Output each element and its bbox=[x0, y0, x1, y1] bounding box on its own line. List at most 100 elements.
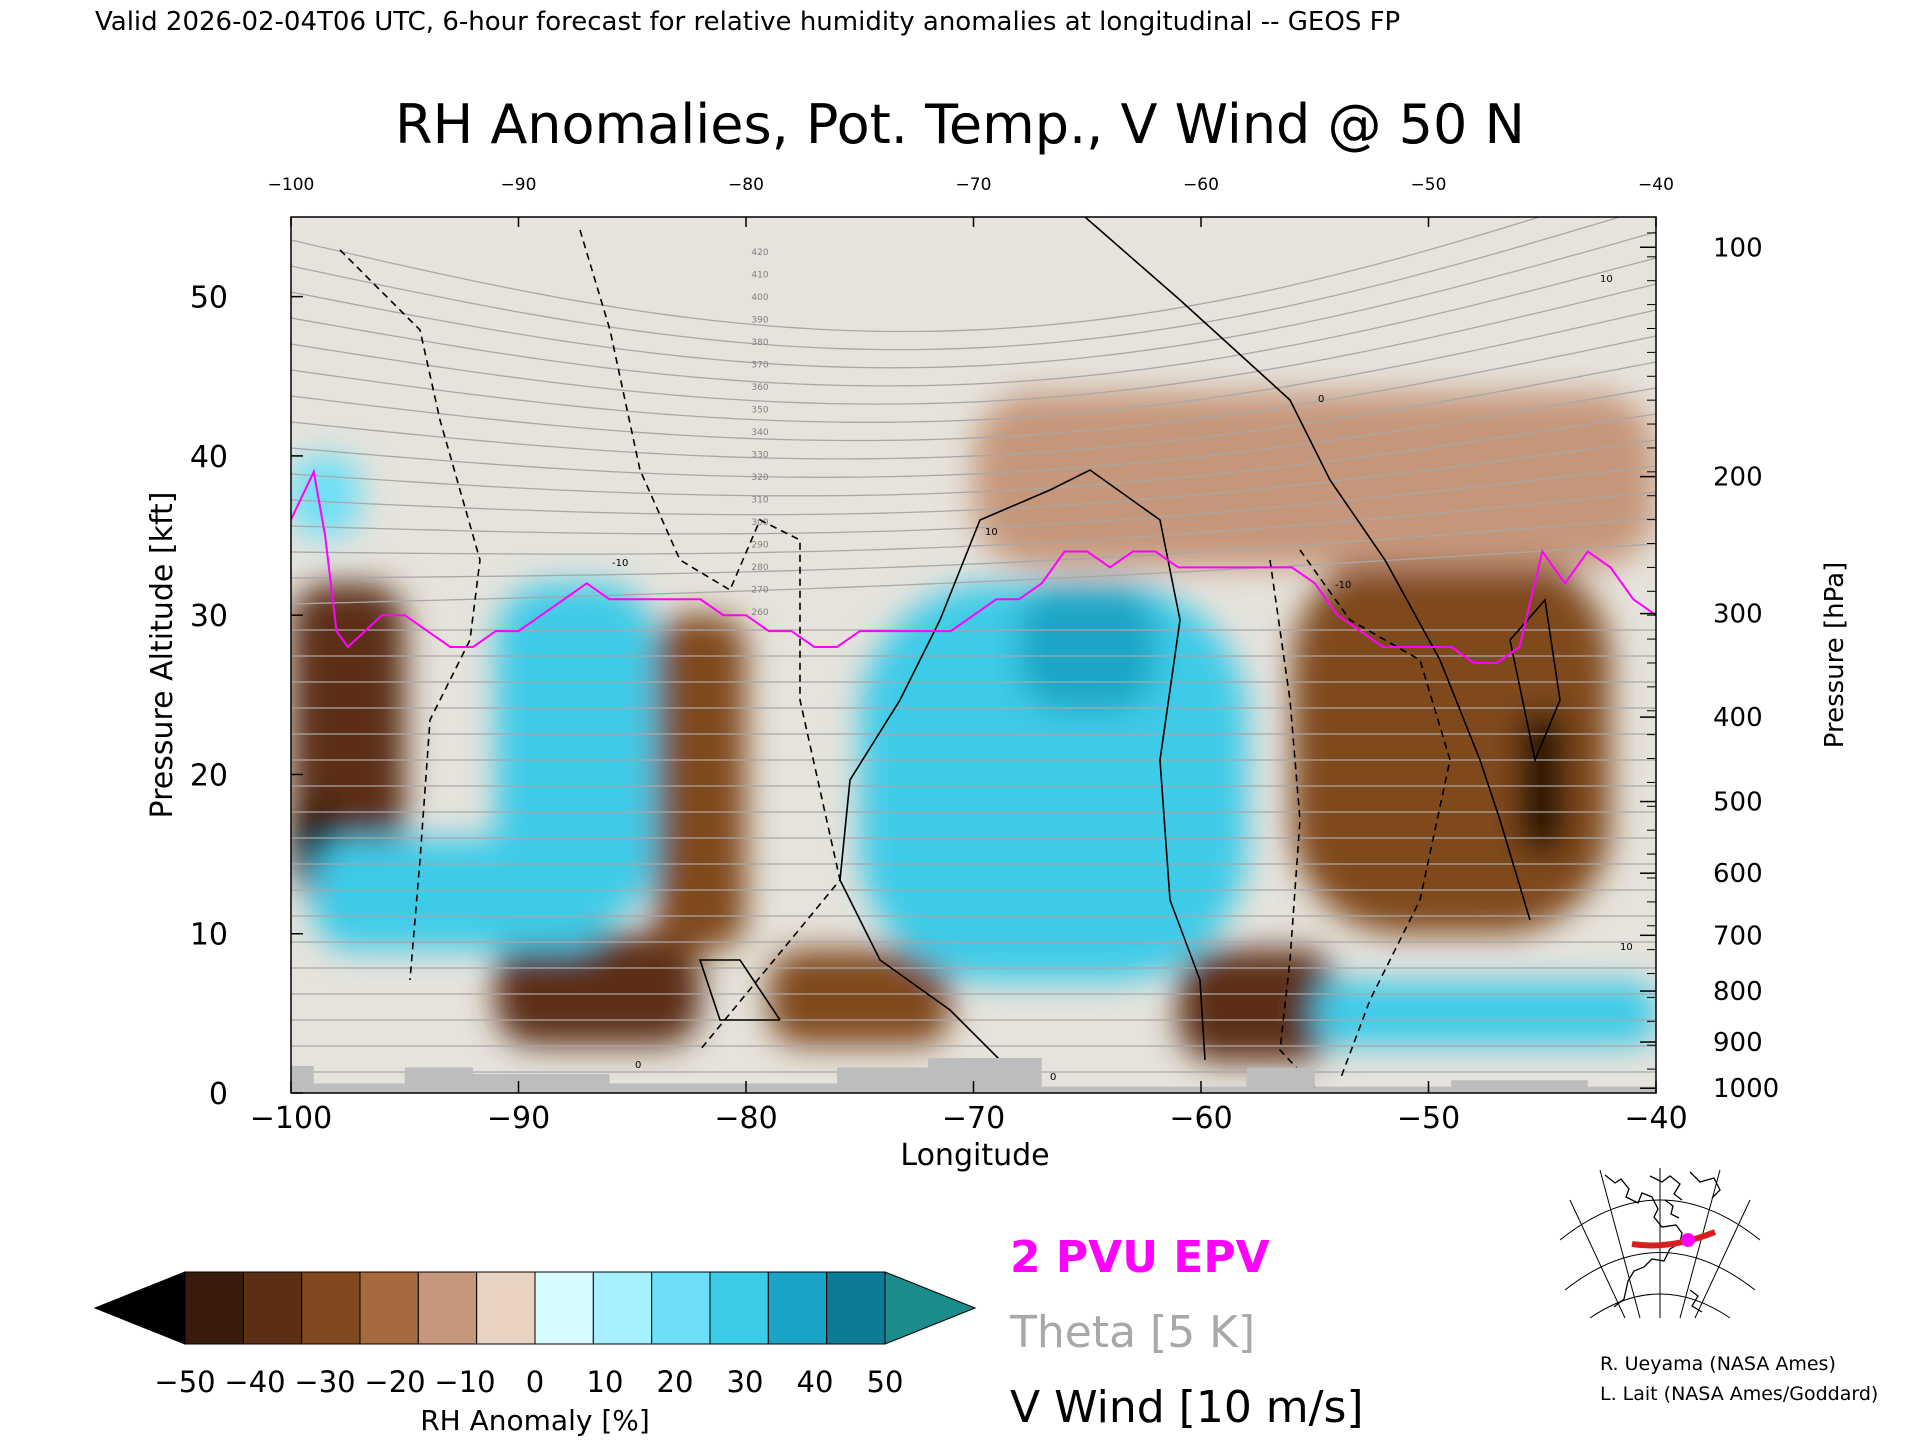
v-wind-contour bbox=[698, 959, 781, 1021]
pressure-tick-label: 1000 bbox=[1713, 1074, 1779, 1104]
v-wind-label: 10 bbox=[1620, 942, 1633, 953]
colorbar-swatch bbox=[359, 1271, 419, 1345]
ground-segment bbox=[837, 1067, 928, 1093]
rh-anomaly-field bbox=[291, 392, 1656, 1062]
pressure-tick-label: 200 bbox=[1713, 463, 1763, 493]
theta-contour bbox=[291, 439, 1656, 516]
ground-segment bbox=[313, 1083, 405, 1093]
v-wind-label: 0 bbox=[1050, 1072, 1056, 1083]
colorbar-swatch bbox=[242, 1271, 303, 1345]
y-tick-label: 10 bbox=[190, 918, 228, 953]
legend-wind: V Wind [10 m/s] bbox=[1010, 1382, 1364, 1433]
x-tick-label: −80 bbox=[714, 1101, 777, 1136]
x-tick-label: −100 bbox=[250, 1101, 332, 1136]
colorbar-tick-label: −40 bbox=[224, 1365, 285, 1399]
v-wind-label: -10 bbox=[1335, 580, 1351, 591]
ground-segment bbox=[1041, 1086, 1247, 1093]
colorbar-tick-label: 50 bbox=[867, 1365, 904, 1399]
locator-point bbox=[1681, 1233, 1695, 1247]
x-axis-label: Longitude bbox=[900, 1138, 1049, 1173]
theta-contour bbox=[291, 465, 1656, 535]
x-top-tick-label: −60 bbox=[1183, 175, 1219, 195]
legend-epv: 2 PVU EPV bbox=[1010, 1232, 1270, 1283]
axes: −100 −90 −80 −70 −60 −50 −40 −100 −90 −80 −70 −60 −5… bbox=[190, 175, 1779, 1136]
pressure-tick-label: 500 bbox=[1713, 788, 1763, 818]
ground-segment bbox=[1451, 1080, 1588, 1093]
v-wind-contour bbox=[1084, 217, 1531, 921]
credit-1: R. Ueyama (NASA Ames) bbox=[1600, 1353, 1836, 1375]
colorbar-tick-label: −30 bbox=[294, 1365, 355, 1399]
theta-label: 340 bbox=[751, 428, 768, 438]
rh-region bbox=[1019, 583, 1156, 711]
rh-region bbox=[655, 615, 746, 950]
v-wind-contour bbox=[939, 469, 1206, 1061]
plot-area: 420 410 400 390 380 370 360 350 340 330 320 310 300 2… bbox=[290, 216, 1657, 1094]
rh-region bbox=[1519, 710, 1565, 855]
colorbar-tick-label: 40 bbox=[797, 1365, 834, 1399]
y-axis-label-left: Pressure Altitude [kft] bbox=[145, 492, 180, 819]
colorbar: −50 −40 −30 −20 −10 0 10 20 30 40 50 bbox=[93, 1271, 977, 1399]
rh-region bbox=[1178, 949, 1338, 1062]
pressure-tick-label: 400 bbox=[1713, 703, 1763, 733]
colorbar-swatch bbox=[184, 1271, 244, 1345]
y-tick-label: 40 bbox=[190, 440, 228, 475]
rh-region bbox=[291, 455, 360, 536]
theta-label: 420 bbox=[751, 248, 768, 258]
theta-contour bbox=[291, 387, 1656, 478]
theta-label: 260 bbox=[751, 608, 768, 618]
pressure-tick-label: 300 bbox=[1713, 600, 1763, 630]
theta-label: 380 bbox=[751, 338, 768, 348]
y-tick-label: 20 bbox=[190, 758, 228, 793]
credit-2: L. Lait (NASA Ames/Goddard) bbox=[1600, 1383, 1878, 1405]
chart-title: RH Anomalies, Pot. Temp., V Wind @ 50 N bbox=[395, 93, 1525, 156]
v-wind-label: 0 bbox=[635, 1060, 641, 1071]
colorbar-tick-label: −10 bbox=[434, 1365, 495, 1399]
ground-segment bbox=[609, 1083, 837, 1093]
x-top-tick-label: −80 bbox=[728, 175, 764, 195]
theta-label: 370 bbox=[751, 361, 768, 371]
rh-region bbox=[973, 392, 1656, 568]
theta-contours: 420 410 400 390 380 370 360 350 340 330 320 310 300 2… bbox=[291, 217, 1656, 1073]
theta-contour bbox=[291, 361, 1656, 460]
x-tick-label: −60 bbox=[1169, 1101, 1232, 1136]
v-wind-contour bbox=[1299, 549, 1451, 1081]
colorbar-tick-label: 20 bbox=[657, 1365, 694, 1399]
theta-label: 290 bbox=[751, 541, 768, 551]
v-wind-label: -10 bbox=[612, 558, 628, 569]
theta-label: 280 bbox=[751, 563, 768, 573]
theta-contour bbox=[291, 257, 1656, 387]
colorbar-tick-label: 10 bbox=[587, 1365, 624, 1399]
v-wind-contours: 0 10 10 10 -10 -10 0 0 bbox=[339, 217, 1633, 1093]
x-tick-label: −50 bbox=[1397, 1101, 1460, 1136]
colorbar-swatch bbox=[826, 1271, 886, 1345]
pressure-tick-label: 900 bbox=[1713, 1028, 1763, 1058]
x-top-tick-label: −40 bbox=[1638, 175, 1674, 195]
theta-contour bbox=[291, 491, 1656, 555]
theta-contour bbox=[291, 335, 1656, 442]
ground-segment bbox=[291, 1065, 314, 1093]
header-text: Valid 2026-02-04T06 UTC, 6-hour forecast… bbox=[95, 7, 1400, 37]
ground-segment bbox=[1587, 1086, 1656, 1093]
colorbar-tick-label: −50 bbox=[154, 1365, 215, 1399]
v-wind-contour bbox=[339, 249, 481, 981]
colorbar-swatch bbox=[301, 1271, 361, 1345]
y-axis-label-right: Pressure [hPa] bbox=[1820, 562, 1850, 749]
y-tick-label: 50 bbox=[190, 281, 228, 316]
colorbar-swatch bbox=[534, 1271, 594, 1345]
theta-label: 390 bbox=[751, 316, 768, 326]
pressure-tick-label: 800 bbox=[1713, 977, 1763, 1007]
rh-region bbox=[495, 933, 701, 1046]
theta-label: 330 bbox=[751, 451, 768, 461]
rh-region bbox=[1314, 981, 1656, 1046]
theta-contour bbox=[291, 231, 1656, 369]
theta-contour bbox=[291, 217, 1542, 333]
theta-contour bbox=[291, 217, 1622, 351]
locator-map bbox=[1559, 1168, 1761, 1319]
theta-label: 270 bbox=[751, 586, 768, 596]
theta-contour bbox=[291, 413, 1656, 497]
x-tick-label: −90 bbox=[487, 1101, 550, 1136]
v-wind-label: 10 bbox=[985, 527, 998, 538]
theta-contour bbox=[291, 283, 1656, 405]
ground-segment bbox=[1314, 1086, 1452, 1093]
